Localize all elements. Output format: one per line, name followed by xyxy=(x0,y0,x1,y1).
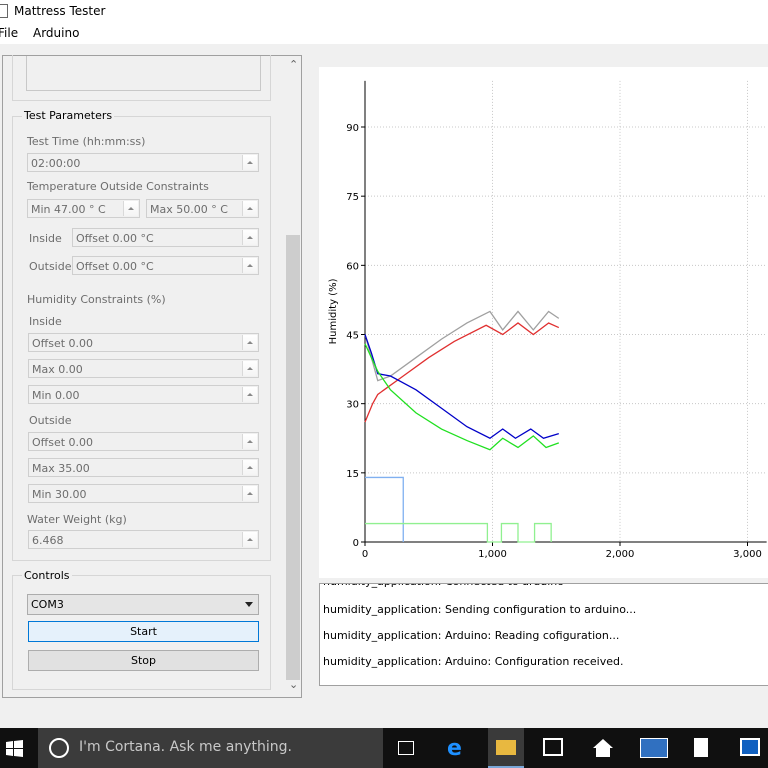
side-panel xyxy=(2,55,302,698)
spin-box[interactable]: 02:00:00 xyxy=(27,153,259,172)
spin-box[interactable]: Max 50.00 ° C xyxy=(146,199,259,218)
start-button[interactable] xyxy=(6,740,24,758)
x-tick-label: 3,000 xyxy=(733,549,762,560)
y-tick-label: 0 xyxy=(353,538,359,549)
data-line xyxy=(364,334,559,440)
spin-box[interactable]: Max 0.00 xyxy=(28,359,259,378)
group-box xyxy=(12,55,271,101)
log-line: humidity_application: Arduino: Configura… xyxy=(323,655,624,668)
text-area xyxy=(26,56,261,91)
stop-button[interactable]: Stop xyxy=(28,650,259,671)
y-tick-label: 45 xyxy=(346,331,359,342)
task-view-icon[interactable] xyxy=(398,741,414,755)
combo-arrow xyxy=(245,602,253,611)
chart: 0 15 30 45 60 75 90 0 1,000 2,000 3,000 Humidity (%… xyxy=(319,67,768,578)
log-line: humidity_application: Arduino: Reading c… xyxy=(323,629,620,642)
spin-box[interactable]: Offset 0.00 °C xyxy=(72,228,259,247)
group-title: Test Parameters xyxy=(22,109,115,122)
scroll-down[interactable]: ⌄ xyxy=(289,678,299,691)
y-tick-label: 60 xyxy=(346,261,359,272)
search-box[interactable] xyxy=(38,728,383,768)
x-tick-label: 1,000 xyxy=(478,549,507,560)
log-view: humidity_application: Connected to ardui… xyxy=(319,583,768,686)
y-axis-label: Humidity (%) xyxy=(328,278,339,344)
log-line: humidity_application: Connected to ardui… xyxy=(323,584,564,588)
app-icon xyxy=(0,4,8,18)
data-line xyxy=(364,322,560,423)
y-tick-label: 75 xyxy=(346,192,359,203)
data-line xyxy=(364,310,560,382)
cortana-icon xyxy=(49,738,69,758)
data-line xyxy=(365,476,404,542)
spin-box[interactable]: 6.468 xyxy=(28,530,259,549)
search-placeholder[interactable]: I'm Cortana. Ask me anything. xyxy=(79,739,292,755)
spin-box[interactable]: Offset 0.00 °C xyxy=(72,256,259,275)
menu-bar xyxy=(0,24,768,44)
edge-icon[interactable]: e xyxy=(447,736,462,761)
title-bar xyxy=(0,0,768,24)
store-icon[interactable] xyxy=(543,738,563,756)
label: Test Time (hh:mm:ss) xyxy=(27,135,146,148)
explorer-icon xyxy=(496,740,516,755)
label: Temperature Outside Constraints xyxy=(27,180,209,193)
app-icon[interactable] xyxy=(640,738,668,758)
spin-box[interactable]: Offset 0.00 xyxy=(28,432,259,451)
label: Humidity Constraints (%) xyxy=(27,293,166,306)
group-title: Controls xyxy=(22,569,72,582)
y-tick-label: 30 xyxy=(346,400,359,411)
scroll-thumb[interactable] xyxy=(286,235,300,680)
spin-box[interactable]: Min 0.00 xyxy=(28,385,259,404)
start-button[interactable]: Start xyxy=(28,621,259,642)
y-tick-label: 90 xyxy=(346,123,359,134)
data-line xyxy=(365,522,552,543)
log-line: humidity_application: Sending configurat… xyxy=(323,603,637,616)
x-tick-label: 2,000 xyxy=(606,549,635,560)
menu-item[interactable]: Arduino xyxy=(33,26,80,40)
spin-box[interactable]: Max 35.00 xyxy=(28,458,259,477)
label: Water Weight (kg) xyxy=(27,513,127,526)
app-icon[interactable] xyxy=(740,738,760,756)
window-title: Mattress Tester xyxy=(14,4,106,18)
x-tick-label: 0 xyxy=(362,549,368,560)
group-box xyxy=(12,116,271,561)
data-line xyxy=(364,343,560,451)
spin-box[interactable]: Min 30.00 xyxy=(28,484,259,503)
document-icon[interactable] xyxy=(694,738,708,757)
y-tick-label: 15 xyxy=(346,469,359,480)
label: Outside xyxy=(29,260,72,273)
spin-box[interactable]: Min 47.00 ° C xyxy=(27,199,140,218)
label: Outside xyxy=(29,414,72,427)
menu-item[interactable]: File xyxy=(0,26,19,40)
group-box xyxy=(12,575,271,690)
spin-box[interactable]: Offset 0.00 xyxy=(28,333,259,352)
home-icon[interactable] xyxy=(592,738,614,758)
combo-box[interactable]: COM3 xyxy=(27,594,259,615)
label: Inside xyxy=(29,315,62,328)
scroll-up[interactable]: ⌃ xyxy=(289,58,299,71)
label: Inside xyxy=(29,232,62,245)
